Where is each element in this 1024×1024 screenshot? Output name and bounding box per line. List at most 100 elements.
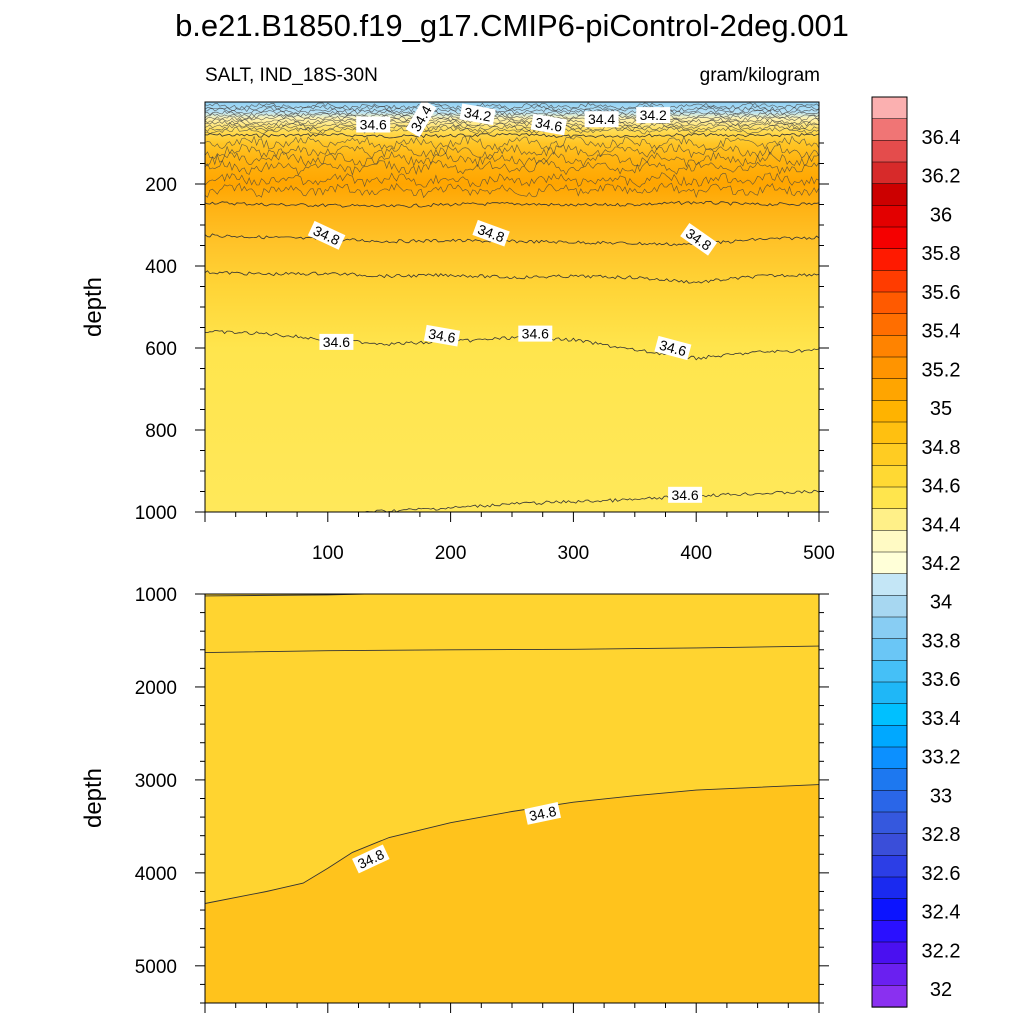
colorbar-label: 35.4 xyxy=(922,321,961,343)
colorbar-swatch xyxy=(871,161,908,185)
contour-label: 34.2 xyxy=(636,107,671,124)
contour-line xyxy=(204,233,820,247)
lower-panel-fill-deep xyxy=(205,784,819,1003)
lower-axis-ticks: 1000 2000 3000 4000 5000 xyxy=(135,585,829,1013)
surface-contour-line xyxy=(204,122,820,130)
surface-contour-line xyxy=(204,104,819,113)
colorbar-swatch xyxy=(871,335,908,358)
y-tick-label: 800 xyxy=(145,421,177,442)
colorbar-label: 33 xyxy=(930,785,952,807)
contour-label: 34.6 xyxy=(654,335,692,361)
colorbar-swatch xyxy=(871,681,908,705)
colorbar-swatch xyxy=(871,378,908,401)
contour-label-box xyxy=(530,113,567,136)
colorbar-label: 32.6 xyxy=(922,863,961,885)
contour-label-box xyxy=(636,107,671,124)
contour-label-box xyxy=(518,325,553,342)
colorbar-label: 35.6 xyxy=(922,282,961,304)
colorbar-swatch xyxy=(871,638,908,661)
colorbar-swatch xyxy=(871,768,908,791)
colorbar-swatch xyxy=(871,486,908,510)
contour-line xyxy=(204,270,820,284)
colorbar-label: 34.6 xyxy=(922,476,961,498)
contour-label-text: 34.6 xyxy=(671,487,698,503)
y-tick-label: 3000 xyxy=(135,771,177,792)
surface-contour-line xyxy=(204,117,820,125)
colorbar-label: 34.8 xyxy=(922,437,961,459)
colorbar-swatch xyxy=(871,985,908,1008)
contour-label-text: 34.6 xyxy=(360,117,387,133)
upper-axis-ticks: 100 200 300 400 500 200 400 600 800 1000 xyxy=(135,142,835,564)
contour-label-box xyxy=(472,219,510,247)
colorbar-swatch xyxy=(871,465,908,488)
contour-label-box xyxy=(524,802,561,825)
surface-contour-line xyxy=(204,109,820,118)
colorbar-label: 34.4 xyxy=(922,514,961,536)
colorbar-label: 33.8 xyxy=(922,631,961,653)
contour-line xyxy=(364,489,820,513)
contour-line xyxy=(204,132,820,139)
contour-label: 34.6 xyxy=(518,325,553,342)
colorbar-swatch xyxy=(871,790,908,813)
colorbar-label: 33.6 xyxy=(922,669,961,691)
colorbar-label: 32.2 xyxy=(922,940,961,962)
contour-label: 34.6 xyxy=(356,116,391,133)
upper-panel: 34.6 34.4 34.2 34.6 34.4 34.234.8 34.8 34.834.6… xyxy=(80,99,835,564)
contour-label-box xyxy=(405,99,437,138)
y-tick-label: 1000 xyxy=(135,585,177,606)
colorbar-swatch xyxy=(871,855,908,878)
y-tick-label: 400 xyxy=(145,257,177,278)
contour-label-box xyxy=(654,335,692,361)
contour-line xyxy=(204,330,820,361)
surface-contour-line xyxy=(204,151,820,168)
upper-y-axis-title: depth xyxy=(80,277,107,337)
contour-label-box xyxy=(680,222,718,256)
upper-panel-fill xyxy=(205,102,819,512)
upper-surface-lines xyxy=(204,102,820,199)
colorbar-label: 35 xyxy=(930,398,952,420)
colorbar-swatch xyxy=(871,400,908,423)
colorbar-swatch xyxy=(871,898,908,921)
colorbar-label: 32 xyxy=(930,979,952,1001)
contour-label-text: 34.8 xyxy=(528,803,558,824)
colorbar-swatch xyxy=(871,96,908,120)
y-tick-label: 4000 xyxy=(135,864,177,885)
colorbar-swatch xyxy=(871,746,908,770)
colorbar-swatch xyxy=(871,595,908,618)
colorbar-label: 33.2 xyxy=(922,747,961,769)
y-tick-label: 5000 xyxy=(135,957,177,978)
colorbar-swatch xyxy=(871,660,908,683)
contour-label-text: 34.2 xyxy=(640,107,667,123)
colorbar-frame xyxy=(871,96,908,1008)
colorbar-swatch xyxy=(871,703,908,726)
colorbar-label: 35.2 xyxy=(922,359,961,381)
surface-contour-line xyxy=(204,107,820,115)
colorbar-label: 34.2 xyxy=(922,553,961,575)
colorbar-swatch xyxy=(871,248,908,271)
surface-contour-line xyxy=(204,182,820,199)
colorbar-label: 32.4 xyxy=(922,902,961,924)
colorbar-label: 36.4 xyxy=(922,127,961,149)
colorbar-swatch xyxy=(871,118,908,141)
colorbar-swatch xyxy=(871,356,908,380)
surface-contour-line xyxy=(204,159,820,176)
contour-label-box xyxy=(352,844,390,874)
surface-contour-line xyxy=(204,119,820,127)
colorbar-swatch xyxy=(871,551,908,575)
contour-label: 34.6 xyxy=(668,486,703,503)
contour-line xyxy=(204,645,820,654)
surface-contour-line xyxy=(204,124,820,132)
x-tick-label: 100 xyxy=(312,543,344,564)
upper-contour-lines xyxy=(204,132,820,513)
contour-label-box xyxy=(356,116,391,133)
contour-label: 34.6 xyxy=(319,333,354,350)
colorbar-labels: 36.4 36.2 36 35.8 35.6 35.4 35.2 35 34.8 34.6 34.4… xyxy=(922,127,961,1001)
y-tick-label: 2000 xyxy=(135,678,177,699)
colorbar-swatch xyxy=(871,443,908,466)
surface-contour-line xyxy=(204,143,820,160)
colorbar-swatch xyxy=(871,963,908,986)
y-tick-label: 200 xyxy=(145,175,177,196)
colorbar-label: 36 xyxy=(930,205,952,227)
